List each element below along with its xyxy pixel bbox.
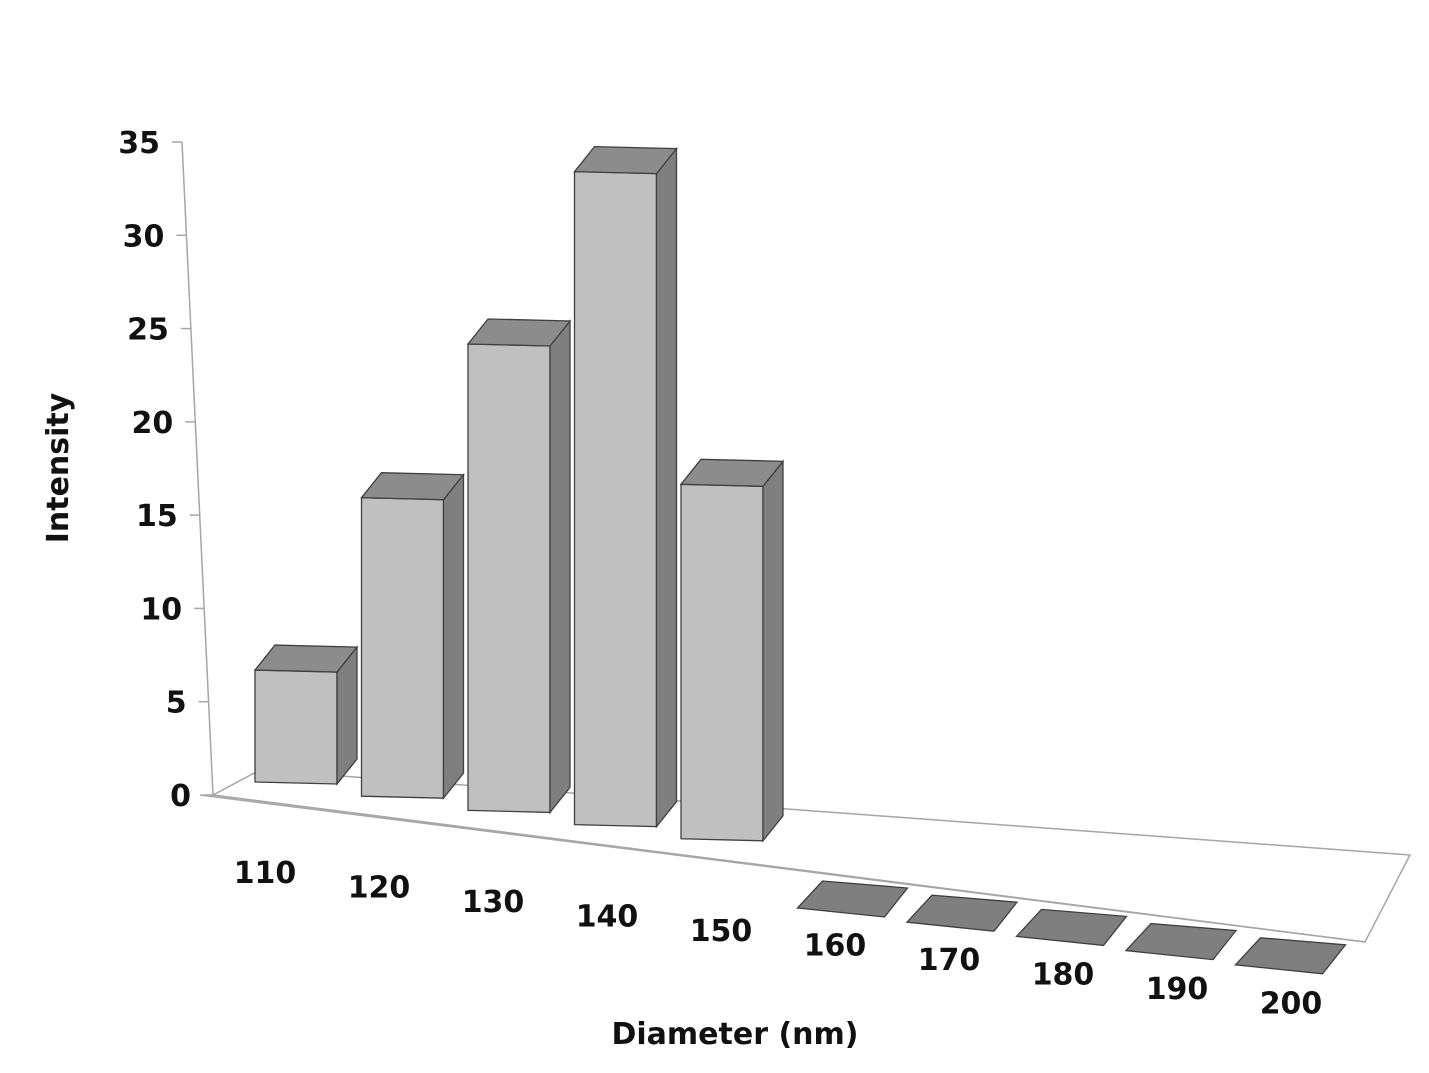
- x-tick-label: 110: [234, 856, 297, 891]
- x-tick-label: 140: [576, 900, 639, 935]
- y-tick-label: 5: [166, 686, 187, 721]
- bar-170: [905, 894, 1019, 932]
- y-tick-label: 25: [127, 313, 169, 348]
- y-tick-label: 10: [140, 592, 182, 627]
- x-tick-label: 180: [1032, 958, 1095, 993]
- bar-series: [253, 145, 1347, 975]
- y-axis-title: Intensity: [41, 392, 76, 543]
- x-tick-label: 200: [1260, 987, 1323, 1022]
- y-tick-label: 15: [136, 499, 178, 534]
- x-tick-label: 170: [918, 943, 981, 978]
- bar-180: [1015, 908, 1128, 947]
- y-tick-label: 35: [118, 126, 160, 161]
- y-tick-label: 20: [132, 406, 174, 441]
- x-tick-label: 150: [690, 914, 753, 949]
- bar-140: [573, 145, 678, 829]
- x-tick-label: 130: [462, 885, 525, 920]
- bar-160: [796, 880, 909, 918]
- x-tick-label: 160: [804, 929, 867, 964]
- x-tick-label: 190: [1146, 972, 1209, 1007]
- bar-150: [679, 458, 785, 843]
- x-axis-title: Diameter (nm): [611, 1017, 858, 1052]
- bar-130: [466, 318, 572, 815]
- chart-floor: [199, 769, 1412, 943]
- y-axis: 0 5 10 15 20 25 30 35: [118, 126, 214, 814]
- x-axis-tick-labels: 110 120 130 140 150 160 170 180 190 200: [234, 856, 1323, 1022]
- bar-200: [1234, 937, 1347, 975]
- x-tick-label: 120: [348, 871, 411, 906]
- bar-110: [253, 644, 359, 786]
- y-tick-label: 30: [123, 219, 165, 254]
- bar-120: [360, 472, 465, 801]
- y-tick-label: 0: [170, 779, 191, 814]
- bar-190: [1124, 922, 1238, 961]
